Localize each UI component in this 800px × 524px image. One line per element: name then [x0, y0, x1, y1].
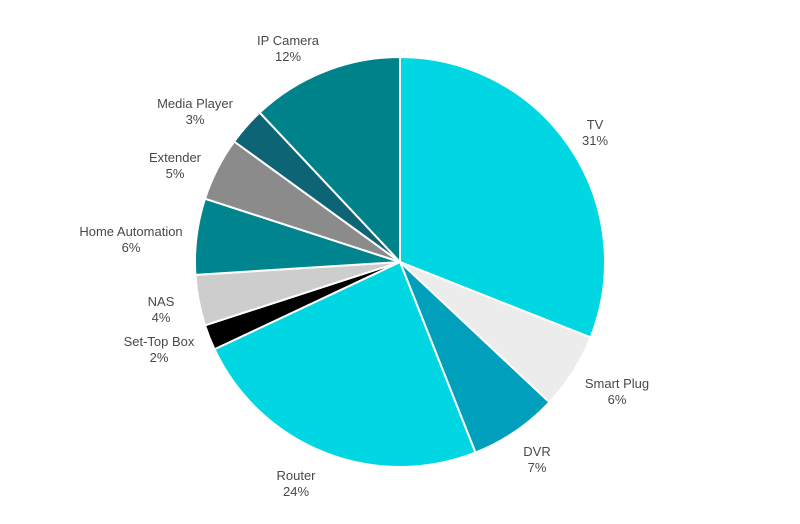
pie-slice-ip-camera[interactable]	[258, 56, 401, 263]
pie-slice-tv[interactable]	[399, 56, 606, 339]
pie-slice-router[interactable]	[213, 261, 477, 468]
